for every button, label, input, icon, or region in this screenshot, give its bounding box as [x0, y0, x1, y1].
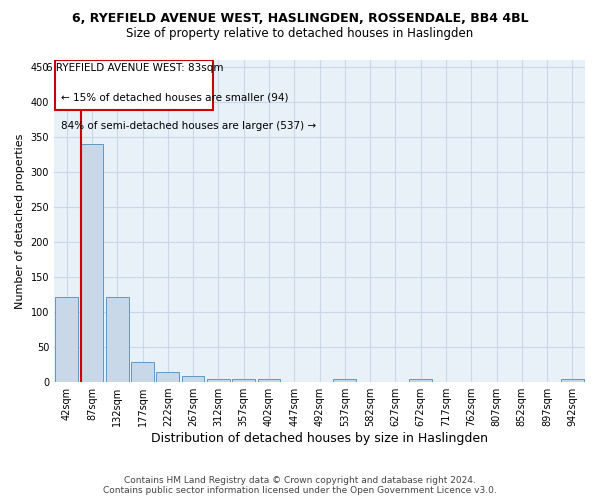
Y-axis label: Number of detached properties: Number of detached properties — [15, 134, 25, 308]
Text: ← 15% of detached houses are smaller (94): ← 15% of detached houses are smaller (94… — [61, 92, 288, 102]
Text: Contains HM Land Registry data © Crown copyright and database right 2024.
Contai: Contains HM Land Registry data © Crown c… — [103, 476, 497, 495]
Bar — [106, 296, 128, 382]
FancyBboxPatch shape — [55, 60, 214, 110]
Bar — [409, 380, 432, 382]
Bar — [232, 380, 255, 382]
X-axis label: Distribution of detached houses by size in Haslingden: Distribution of detached houses by size … — [151, 432, 488, 445]
Text: 6 RYEFIELD AVENUE WEST: 83sqm: 6 RYEFIELD AVENUE WEST: 83sqm — [46, 63, 223, 73]
Text: 6, RYEFIELD AVENUE WEST, HASLINGDEN, ROSSENDALE, BB4 4BL: 6, RYEFIELD AVENUE WEST, HASLINGDEN, ROS… — [71, 12, 529, 26]
Bar — [131, 362, 154, 382]
Text: Size of property relative to detached houses in Haslingden: Size of property relative to detached ho… — [127, 28, 473, 40]
Bar — [80, 144, 103, 382]
Bar — [257, 380, 280, 382]
Bar — [561, 380, 584, 382]
Text: 84% of semi-detached houses are larger (537) →: 84% of semi-detached houses are larger (… — [61, 121, 316, 131]
Bar — [55, 296, 78, 382]
Bar — [207, 378, 230, 382]
Bar — [157, 372, 179, 382]
Bar — [182, 376, 205, 382]
Bar — [334, 380, 356, 382]
